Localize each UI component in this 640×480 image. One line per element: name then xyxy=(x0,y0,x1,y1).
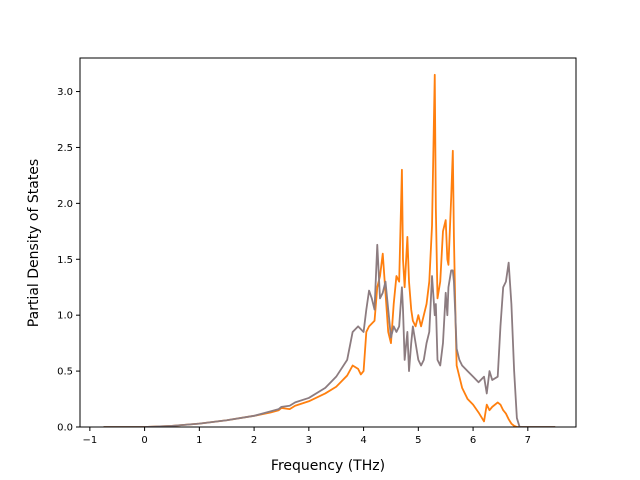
y-tick-label: 3.0 xyxy=(57,87,73,98)
x-tick-label: 1 xyxy=(196,435,202,446)
x-tick-label: 4 xyxy=(360,435,366,446)
axes-frame xyxy=(79,57,577,428)
axes: −1 0 1 2 3 4 5 6 7 0.0 0.5 1.0 1.5 2.0 2.5 3.0 xyxy=(57,57,577,446)
x-tick-label: 5 xyxy=(415,435,421,446)
x-tick-label: −1 xyxy=(82,435,97,446)
x-tick-label: 6 xyxy=(470,435,476,446)
series-line-2 xyxy=(103,243,556,427)
x-tick-label: 2 xyxy=(251,435,257,446)
y-tick-label: 0.5 xyxy=(57,367,73,378)
y-tick-label: 1.5 xyxy=(57,255,73,266)
y-tick-label: 2.5 xyxy=(57,143,73,154)
x-axis-label: Frequency (THz) xyxy=(271,458,385,474)
x-tick-label: 3 xyxy=(306,435,312,446)
series-line-1 xyxy=(103,73,556,427)
y-tick-label: 2.0 xyxy=(57,199,73,210)
plot-area xyxy=(103,73,556,427)
y-tick-label: 1.0 xyxy=(57,311,73,322)
y-axis-label: Partial Density of States xyxy=(26,159,42,327)
x-tick-label: 0 xyxy=(141,435,147,446)
x-tick-label: 7 xyxy=(525,435,531,446)
y-tick-label: 0.0 xyxy=(57,423,73,434)
